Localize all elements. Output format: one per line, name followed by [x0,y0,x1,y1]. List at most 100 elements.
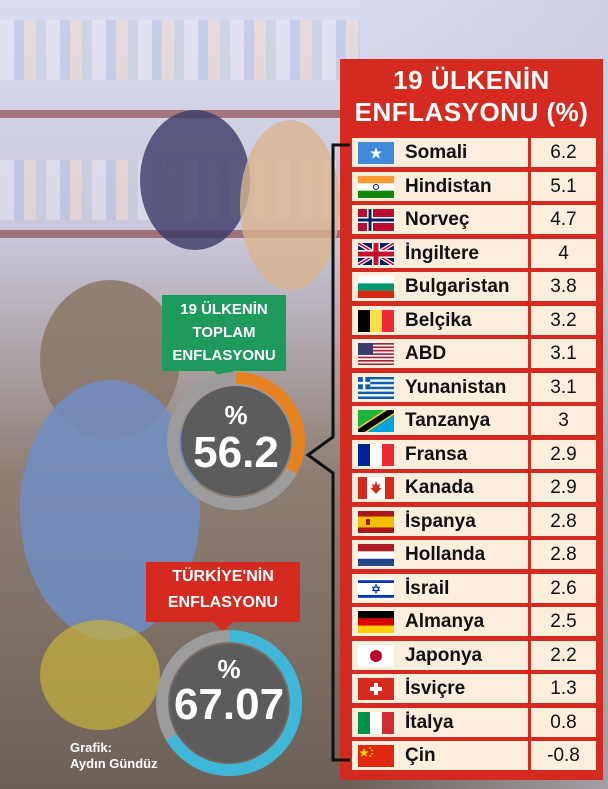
inflation-value: 2.9 [531,439,596,469]
total-label-line2: TOPLAM [192,324,256,341]
country-name: Hollanda [405,544,486,565]
table-row: Somali 6.2 [352,138,596,167]
country-name: İsrail [405,577,450,599]
inflation-value: 3.8 [531,272,596,301]
country-cell: Belçika [352,305,528,335]
country-name: Çin [405,745,436,766]
table-row: Yunanistan 3.1 [352,372,596,402]
bulgaria-flag-icon [358,276,394,298]
table-row: İngiltere 4 [352,238,596,268]
country-name: Norveç [405,209,470,230]
country-name: Bulgaristan [405,276,510,297]
inflation-value: 3.2 [531,305,596,335]
inflation-value: 2.2 [531,640,596,670]
india-flag-icon [358,175,394,198]
country-cell: Çin [352,741,528,770]
total-label-line1: 19 ÜLKENİN [180,301,268,318]
table-row: İsviçre 1.3 [352,674,596,703]
inflation-value: 2.8 [531,540,596,569]
country-cell: Tanzanya [352,406,528,435]
table-row: Hollanda 2.8 [352,540,596,569]
spain-flag-icon [358,510,394,533]
country-name: Fransa [405,443,468,465]
norway-flag-icon [358,209,394,231]
greece-flag-icon [358,376,394,399]
inflation-value: 5.1 [531,171,596,201]
table-row: İspanya 2.8 [352,506,596,536]
table-row: Kanada 2.9 [352,473,596,502]
country-name: Tanzanya [405,410,491,431]
country-name: ABD [405,343,447,364]
turkey-inflation-badge: TÜRKİYE'NİN ENFLASYONU [146,562,300,622]
canada-flag-icon [358,477,394,499]
turkey-label-line1: TÜRKİYE'NİN [172,568,274,585]
inflation-value: 3 [531,406,596,435]
country-cell: Norveç [352,205,528,234]
inflation-value: 2.8 [531,506,596,536]
japan-flag-icon [358,644,394,667]
total-inflation-badge: 19 ÜLKENİN TOPLAM ENFLASYONU [162,295,286,371]
country-cell: Bulgaristan [352,272,528,301]
netherlands-flag-icon [358,544,394,566]
table-row: Japonya 2.2 [352,640,596,670]
country-cell: İngiltere [352,238,528,268]
country-name: Hindistan [405,175,492,197]
country-cell: Somali [352,138,528,167]
uk-flag-icon [358,242,394,265]
country-cell: Fransa [352,439,528,469]
total-percent-sign: % [224,400,248,430]
inflation-value: 4.7 [531,205,596,234]
country-cell: Almanya [352,607,528,636]
country-cell: İsrail [352,573,528,603]
country-cell: Hollanda [352,540,528,569]
table-row: İtalya 0.8 [352,707,596,737]
country-name: İsviçre [405,678,466,699]
country-cell: Yunanistan [352,372,528,402]
inflation-value: -0.8 [531,741,596,770]
country-name: Japonya [405,644,483,666]
china-flag-icon [358,745,394,767]
belgium-flag-icon [358,309,394,332]
inflation-value: 4 [531,238,596,268]
turkey-inflation-value: 67.07 [173,680,285,729]
turkey-inflation-donut [156,630,302,776]
credit-line2: Aydın Gündüz [70,756,158,771]
country-name: Somali [405,142,468,163]
country-cell: İtalya [352,707,528,737]
inflation-value: 2.9 [531,473,596,502]
table-row: Çin -0.8 [352,741,596,770]
country-cell: Japonya [352,640,528,670]
table-title-line2: ENFLASYONU (%) [354,97,589,127]
total-inflation-donut [167,372,305,510]
italy-flag-icon [358,711,394,734]
inflation-value: 3.1 [531,372,596,402]
country-cell: İspanya [352,506,528,536]
france-flag-icon [358,443,394,466]
total-inflation-value: 56.2 [193,428,279,477]
table-row: Bulgaristan 3.8 [352,272,596,301]
table-row: Tanzanya 3 [352,406,596,435]
credit-line1: Grafik: [70,740,112,755]
inflation-value: 2.5 [531,607,596,636]
switzerland-flag-icon [358,678,394,700]
country-name: Kanada [405,477,474,498]
germany-flag-icon [358,611,394,633]
table-row: Almanya 2.5 [352,607,596,636]
turkey-badge-pointer [213,622,233,632]
somalia-flag-icon [358,142,394,164]
table-row: Norveç 4.7 [352,205,596,234]
graphic-credit: Grafik: Aydın Gündüz [70,740,158,772]
inflation-value: 0.8 [531,707,596,737]
inflation-value: 6.2 [531,138,596,167]
country-cell: Hindistan [352,171,528,201]
table-row: Belçika 3.2 [352,305,596,335]
table-row: Hindistan 5.1 [352,171,596,201]
usa-flag-icon [358,343,394,365]
israel-flag-icon [358,577,394,600]
country-name: İspanya [405,510,476,532]
inflation-value: 3.1 [531,339,596,368]
inflation-value: 2.6 [531,573,596,603]
table-row: Fransa 2.9 [352,439,596,469]
table-row: ABD 3.1 [352,339,596,368]
country-name: İtalya [405,711,454,733]
